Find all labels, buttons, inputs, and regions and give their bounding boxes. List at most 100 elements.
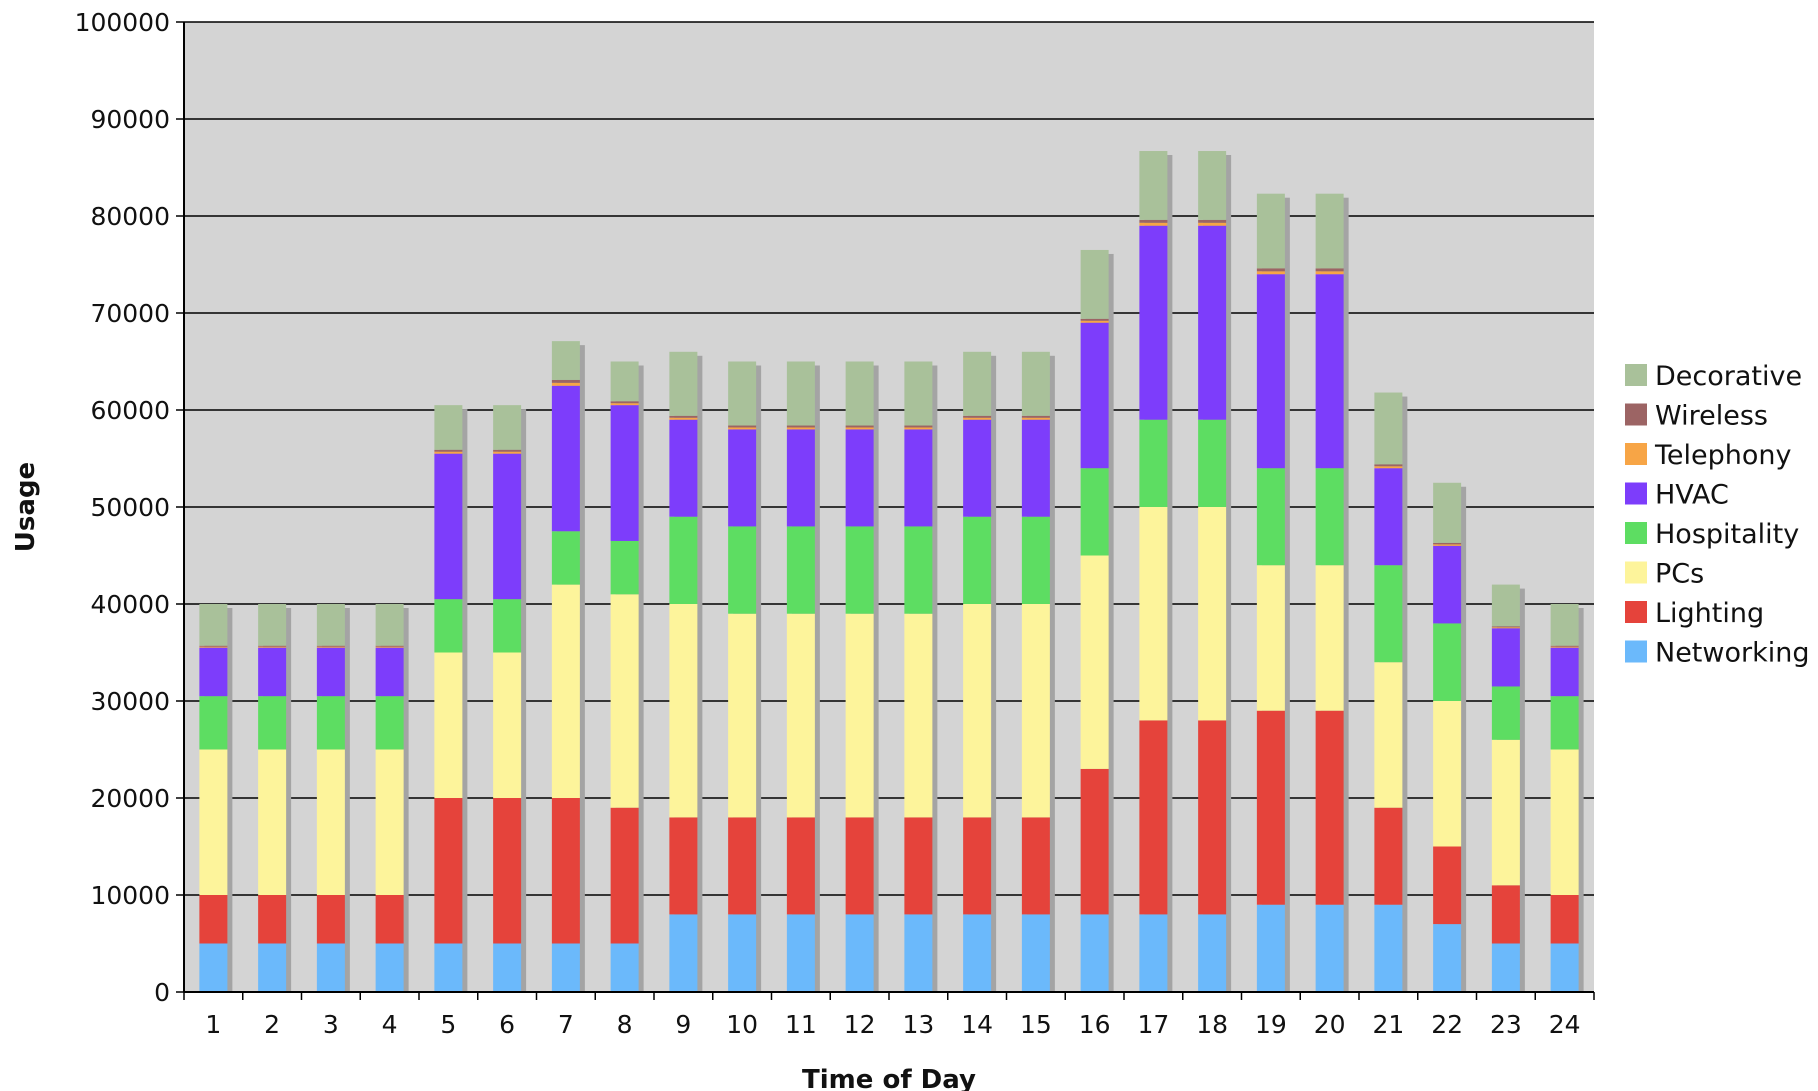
x-tick-label: 20 xyxy=(1314,1010,1346,1039)
x-tick-label: 4 xyxy=(382,1010,398,1039)
bar-segment-wireless xyxy=(845,425,874,428)
bar-segment-pcs xyxy=(1080,555,1109,769)
bar-segment-lighting xyxy=(786,817,815,915)
bar-segment-networking xyxy=(551,943,580,992)
bar-stack-11 xyxy=(786,361,820,992)
x-tick-label: 7 xyxy=(558,1010,574,1039)
bar-segment-decorative xyxy=(1315,193,1344,269)
bar-segment-hvac xyxy=(963,419,992,517)
bar-segment-decorative xyxy=(904,361,933,426)
bar-segment-telephony xyxy=(1080,320,1109,323)
bar-segment-telephony xyxy=(375,646,404,648)
bar-segment-pcs xyxy=(258,749,287,895)
bar-segment-wireless xyxy=(1374,464,1403,467)
y-tick-label: 70000 xyxy=(90,299,170,328)
bar-segment-decorative xyxy=(493,405,522,450)
y-tick-label: 0 xyxy=(154,978,170,1007)
bar-segment-decorative xyxy=(963,351,992,416)
bar-segment-hvac xyxy=(316,647,345,697)
bar-segment-hospitality xyxy=(1021,516,1050,604)
legend-label: Hospitality xyxy=(1655,519,1799,550)
bar-segment-telephony xyxy=(258,646,287,648)
bar-segment-lighting xyxy=(1374,807,1403,905)
bar-segment-hospitality xyxy=(1491,686,1520,740)
x-tick-label: 5 xyxy=(440,1010,456,1039)
bar-segment-wireless xyxy=(1491,626,1520,628)
bar-segment-lighting xyxy=(1198,720,1227,915)
bar-segment-hvac xyxy=(1433,545,1462,624)
bar-segment-hospitality xyxy=(1374,565,1403,663)
bar-segment-wireless xyxy=(1021,415,1050,418)
x-tick-label: 15 xyxy=(1020,1010,1052,1039)
bar-stack-14 xyxy=(963,351,997,992)
bar-segment-hospitality xyxy=(963,516,992,604)
bar-segment-hvac xyxy=(728,429,757,527)
bar-segment-hvac xyxy=(1550,647,1579,697)
bar-segment-hvac xyxy=(199,647,228,697)
bar-segment-telephony xyxy=(1256,271,1285,275)
bar-segment-networking xyxy=(1433,924,1462,992)
bar-segment-wireless xyxy=(375,645,404,647)
x-tick-labels: 1 2 3 4 5 6 7 8 9 10 11 12 13 14 15 16 17 18 19 20 21 22 23 24 xyxy=(205,1010,1580,1039)
legend-item-telephony: Telephony xyxy=(1625,440,1792,471)
y-tick-label: 30000 xyxy=(90,687,170,716)
bar-stack-2 xyxy=(258,604,292,992)
y-tick-label: 50000 xyxy=(90,493,170,522)
y-tick-label: 80000 xyxy=(90,202,170,231)
bar-segment-pcs xyxy=(963,604,992,818)
bar-segment-hospitality xyxy=(728,526,757,614)
bar-segment-hospitality xyxy=(1550,696,1579,750)
bar-segment-wireless xyxy=(1080,318,1109,321)
bar-segment-wireless xyxy=(728,425,757,428)
bar-segment-decorative xyxy=(669,351,698,416)
x-tick-label: 8 xyxy=(617,1010,633,1039)
bar-segment-wireless xyxy=(493,449,522,452)
bar-segment-pcs xyxy=(1491,739,1520,886)
legend-label: Networking xyxy=(1655,638,1810,669)
bar-segment-decorative xyxy=(610,361,639,402)
bar-segment-hospitality xyxy=(1139,419,1168,507)
bar-segment-networking xyxy=(375,943,404,992)
bar-segment-telephony xyxy=(728,427,757,430)
bar-segment-pcs xyxy=(669,604,698,818)
bar-segment-networking xyxy=(1550,943,1579,992)
bar-segment-decorative xyxy=(375,604,404,646)
legend-item-pcs: PCs xyxy=(1625,559,1704,590)
legend-swatch xyxy=(1625,640,1647,663)
bar-segment-wireless xyxy=(1315,268,1344,272)
bar-segment-pcs xyxy=(1256,565,1285,711)
bars xyxy=(199,151,1584,992)
legend-label: HVAC xyxy=(1655,480,1729,511)
bar-segment-hvac xyxy=(1374,468,1403,566)
x-tick-label: 17 xyxy=(1137,1010,1169,1039)
bar-segment-telephony xyxy=(1198,222,1227,226)
y-tick-label: 20000 xyxy=(90,784,170,813)
bar-segment-networking xyxy=(1491,943,1520,992)
y-tick-label: 100000 xyxy=(75,8,170,37)
bar-segment-hvac xyxy=(1080,322,1109,469)
bar-segment-decorative xyxy=(1080,249,1109,319)
legend: Decorative Wireless Telephony HVAC Hospitali… xyxy=(1625,361,1810,669)
bar-segment-hospitality xyxy=(258,696,287,750)
bar-segment-lighting xyxy=(1021,817,1050,915)
bar-segment-networking xyxy=(845,914,874,992)
legend-swatch xyxy=(1625,561,1647,584)
bar-stack-1 xyxy=(199,604,233,992)
bar-segment-lighting xyxy=(316,895,345,944)
y-tick-label: 60000 xyxy=(90,396,170,425)
legend-item-hospitality: Hospitality xyxy=(1625,519,1799,550)
bar-segment-hvac xyxy=(551,385,580,532)
axes xyxy=(183,22,1595,1000)
bar-segment-hvac xyxy=(904,429,933,527)
legend-swatch xyxy=(1625,601,1647,623)
bar-segment-hospitality xyxy=(904,526,933,614)
bar-segment-wireless xyxy=(610,401,639,404)
bar-segment-decorative xyxy=(199,604,228,646)
bar-segment-pcs xyxy=(551,584,580,798)
bar-segment-decorative xyxy=(1021,351,1050,416)
bar-segment-hospitality xyxy=(1256,468,1285,566)
bar-stack-10 xyxy=(728,361,762,992)
bar-stack-21 xyxy=(1374,392,1408,992)
bar-segment-telephony xyxy=(1021,417,1050,420)
